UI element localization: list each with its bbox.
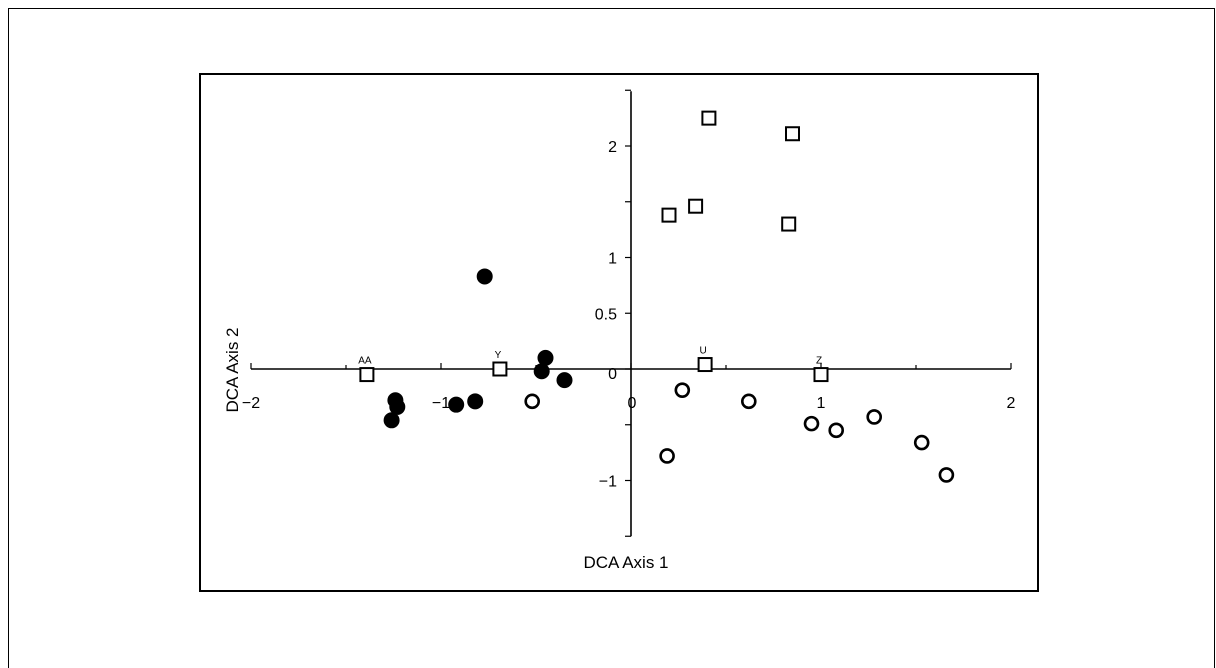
y-tick-label: 1 xyxy=(608,251,617,268)
open-square-point xyxy=(701,110,717,126)
filled-circle-point xyxy=(389,398,406,415)
outer-frame xyxy=(8,8,1215,668)
open-square-point xyxy=(688,198,704,214)
tick-marks xyxy=(250,89,1012,537)
open-circle-point xyxy=(828,422,845,439)
dca-ordination-chart: −2 −1 0 1 2 2 1 0.5 0 −1 AA Y U Z DCA Axis 1 DCA Axi… xyxy=(199,73,1039,592)
y-tick-label: 2 xyxy=(608,139,617,156)
tick-labels: −2 −1 0 1 2 2 1 0.5 0 −1 xyxy=(242,139,1016,491)
open-square-point xyxy=(697,357,713,373)
open-circle-point xyxy=(659,448,675,464)
point-label: Y xyxy=(495,350,502,361)
open-square-point xyxy=(785,126,800,142)
x-axis-title: DCA Axis 1 xyxy=(583,553,668,572)
plot-area-border xyxy=(199,73,1039,592)
open-circle-point xyxy=(866,409,883,425)
x-tick-label: −1 xyxy=(432,395,450,412)
open-circle-point xyxy=(913,434,930,451)
data-points xyxy=(359,110,955,483)
open-circle-point xyxy=(674,382,691,398)
open-circle-point xyxy=(938,467,955,483)
y-tick-label: 0.5 xyxy=(595,306,617,323)
x-tick-label: 1 xyxy=(817,395,826,412)
filled-circle-point xyxy=(476,268,493,285)
open-square-point xyxy=(359,367,375,383)
open-circle-point xyxy=(803,415,820,432)
point-labels: AA Y U Z xyxy=(358,346,822,367)
open-square-point xyxy=(661,207,677,223)
open-square-point xyxy=(492,361,508,377)
x-tick-label: −2 xyxy=(242,395,260,412)
filled-circle-point xyxy=(533,363,550,380)
y-tick-label: −1 xyxy=(599,474,617,491)
open-square-point xyxy=(813,367,829,383)
filled-circle-point xyxy=(383,412,400,429)
point-label: AA xyxy=(358,356,372,367)
x-tick-label: 0 xyxy=(628,395,637,412)
filled-circle-point xyxy=(448,396,465,413)
y-tick-label: 0 xyxy=(608,366,617,383)
open-circle-point xyxy=(524,393,541,410)
point-label: Z xyxy=(816,356,822,367)
filled-circle-point xyxy=(537,349,554,366)
y-axis-title: DCA Axis 2 xyxy=(223,327,242,412)
x-tick-label: 2 xyxy=(1007,395,1016,412)
filled-circle-point xyxy=(556,372,573,389)
open-circle-point xyxy=(740,393,757,410)
point-label: U xyxy=(699,346,706,357)
open-square-point xyxy=(781,216,797,232)
filled-circle-point xyxy=(467,393,484,410)
